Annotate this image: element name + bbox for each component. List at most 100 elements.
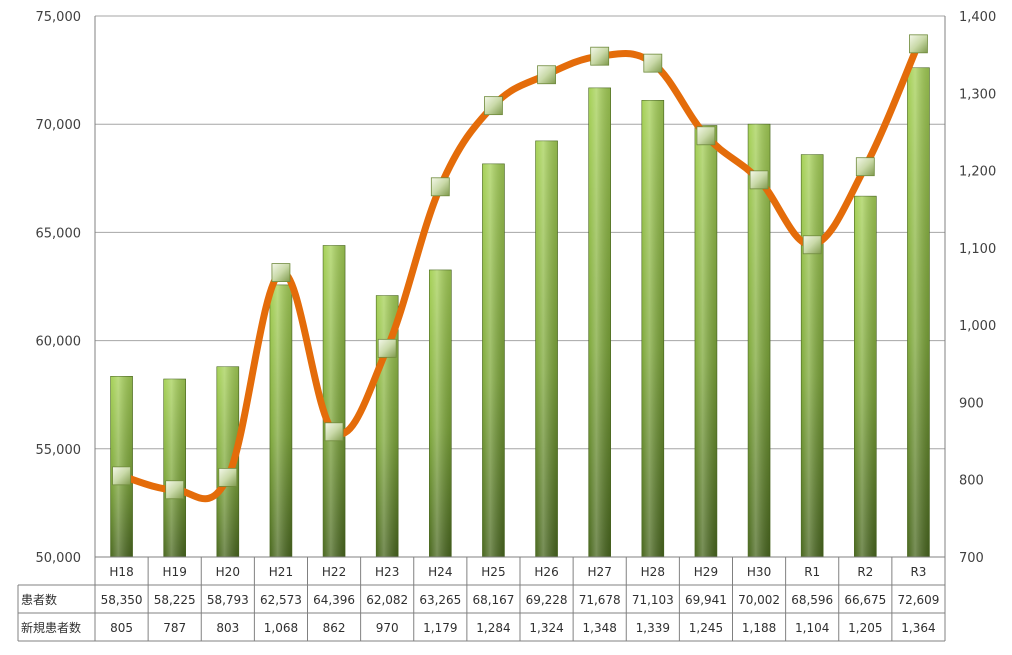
bar-shine bbox=[269, 284, 292, 557]
table-cell-value: 1,364 bbox=[901, 621, 935, 635]
table-cell-value: 803 bbox=[216, 621, 239, 635]
right-axis-tick-label: 700 bbox=[959, 551, 984, 566]
x-axis-category-label: H18 bbox=[109, 565, 133, 579]
line-marker bbox=[590, 46, 610, 66]
table-cell-value: 1,104 bbox=[795, 621, 829, 635]
table-cell-value: 62,573 bbox=[260, 593, 302, 607]
table-cell-value: 1,245 bbox=[689, 621, 723, 635]
table-cell-value: 1,188 bbox=[742, 621, 776, 635]
right-axis-tick-label: 1,400 bbox=[959, 10, 996, 25]
line-marker bbox=[909, 34, 928, 54]
table-cell-value: 1,205 bbox=[848, 621, 882, 635]
table-cell-value: 64,396 bbox=[313, 593, 355, 607]
table-cell-value: 1,348 bbox=[583, 621, 617, 635]
table-cell-value: 62,082 bbox=[366, 593, 408, 607]
table-cell-value: 68,596 bbox=[791, 593, 833, 607]
bar-shine bbox=[641, 100, 664, 557]
x-axis-category-label: R2 bbox=[857, 565, 873, 579]
line-marker bbox=[165, 480, 185, 500]
left-axis-tick-label: 65,000 bbox=[36, 226, 82, 241]
bar-shine bbox=[907, 67, 930, 557]
table-cell-value: 1,324 bbox=[529, 621, 563, 635]
table-cell-value: 58,350 bbox=[101, 593, 143, 607]
x-axis-category-label: H23 bbox=[375, 565, 399, 579]
x-axis-category-label: H26 bbox=[534, 565, 558, 579]
bar-shine bbox=[323, 245, 346, 557]
table-cell-value: 1,068 bbox=[264, 621, 298, 635]
table-cell-value: 58,793 bbox=[207, 593, 249, 607]
table-cell-value: 63,265 bbox=[419, 593, 461, 607]
table-row-label: 患者数 bbox=[21, 592, 57, 607]
table-cell-value: 70,002 bbox=[738, 593, 780, 607]
left-axis-tick-label: 60,000 bbox=[36, 335, 82, 350]
axes: 50,000 55,000 60,000 65,000 70,000 75,000 700 8… bbox=[36, 10, 997, 566]
table-cell-value: 58,225 bbox=[154, 593, 196, 607]
table-row-label: 新規患者数 bbox=[21, 620, 81, 635]
table-cell-value: 71,103 bbox=[632, 593, 674, 607]
line-marker bbox=[802, 235, 822, 255]
right-axis-tick-label: 1,300 bbox=[959, 87, 996, 102]
line-series-new-patients bbox=[112, 34, 928, 503]
line-marker bbox=[218, 467, 238, 487]
table-cell-value: 1,339 bbox=[636, 621, 670, 635]
x-axis-category-label: H28 bbox=[641, 565, 665, 579]
table-cell-value: 69,228 bbox=[526, 593, 568, 607]
line-marker bbox=[537, 65, 556, 85]
bar-series-patients bbox=[110, 67, 930, 558]
line-marker bbox=[112, 466, 131, 486]
line-marker bbox=[271, 263, 291, 282]
x-axis-category-label: H24 bbox=[428, 565, 452, 579]
bar-shine bbox=[482, 163, 505, 557]
x-axis-category-label: H30 bbox=[747, 565, 771, 579]
x-axis-category-label: H22 bbox=[322, 565, 346, 579]
right-axis-tick-label: 800 bbox=[959, 474, 984, 489]
line-marker bbox=[484, 96, 503, 116]
line-marker bbox=[696, 126, 716, 146]
table-cell-value: 71,678 bbox=[579, 593, 621, 607]
table-cell-value: 69,941 bbox=[685, 593, 727, 607]
bar-shine bbox=[429, 269, 452, 557]
x-axis-category-label: H29 bbox=[694, 565, 718, 579]
line-marker bbox=[377, 338, 397, 358]
right-axis-tick-label: 1,000 bbox=[959, 319, 996, 334]
x-axis-category-label: H27 bbox=[588, 565, 612, 579]
x-axis-category-label: H25 bbox=[481, 565, 505, 579]
bar-shine bbox=[854, 196, 877, 557]
x-axis-category-label: H19 bbox=[163, 565, 187, 579]
line-marker bbox=[324, 422, 344, 442]
bar-shine bbox=[588, 87, 611, 558]
right-axis-tick-label: 1,100 bbox=[959, 242, 996, 257]
line-marker bbox=[430, 177, 450, 197]
left-axis-tick-label: 70,000 bbox=[36, 118, 82, 133]
bar-shine bbox=[163, 379, 186, 557]
right-axis-tick-label: 900 bbox=[959, 396, 984, 411]
table-cell-value: 1,179 bbox=[423, 621, 457, 635]
bar-shine bbox=[694, 125, 717, 558]
table-cell-value: 862 bbox=[323, 621, 346, 635]
bar-shine bbox=[748, 124, 771, 557]
bar-shine bbox=[216, 366, 239, 557]
x-axis-category-label: H20 bbox=[216, 565, 240, 579]
table-cell-value: 805 bbox=[110, 621, 133, 635]
line-marker bbox=[749, 170, 769, 190]
line-new-patients bbox=[118, 40, 922, 503]
left-axis-tick-label: 55,000 bbox=[36, 443, 82, 458]
x-axis-category-label: H21 bbox=[269, 565, 293, 579]
left-axis-tick-label: 50,000 bbox=[36, 551, 82, 566]
line-marker bbox=[855, 157, 875, 177]
table-cell-value: 68,167 bbox=[472, 593, 514, 607]
right-axis-tick-label: 1,200 bbox=[959, 165, 996, 180]
x-axis-category-label: R3 bbox=[910, 565, 926, 579]
bar-shine bbox=[801, 154, 824, 557]
x-axis-category-label: R1 bbox=[804, 565, 820, 579]
line-marker bbox=[643, 53, 663, 73]
table-cell-value: 787 bbox=[163, 621, 186, 635]
table-cell-value: 970 bbox=[376, 621, 399, 635]
table-cell-value: 72,609 bbox=[897, 593, 939, 607]
bar-shine bbox=[535, 140, 558, 558]
data-table: H18 H19 H20 H21 H22 H23 H24 H25 H26 H27 H28 H29 H30 R… bbox=[17, 556, 946, 642]
table-cell-value: 66,675 bbox=[844, 593, 886, 607]
left-axis-tick-label: 75,000 bbox=[36, 10, 82, 25]
table-cell-value: 1,284 bbox=[476, 621, 510, 635]
